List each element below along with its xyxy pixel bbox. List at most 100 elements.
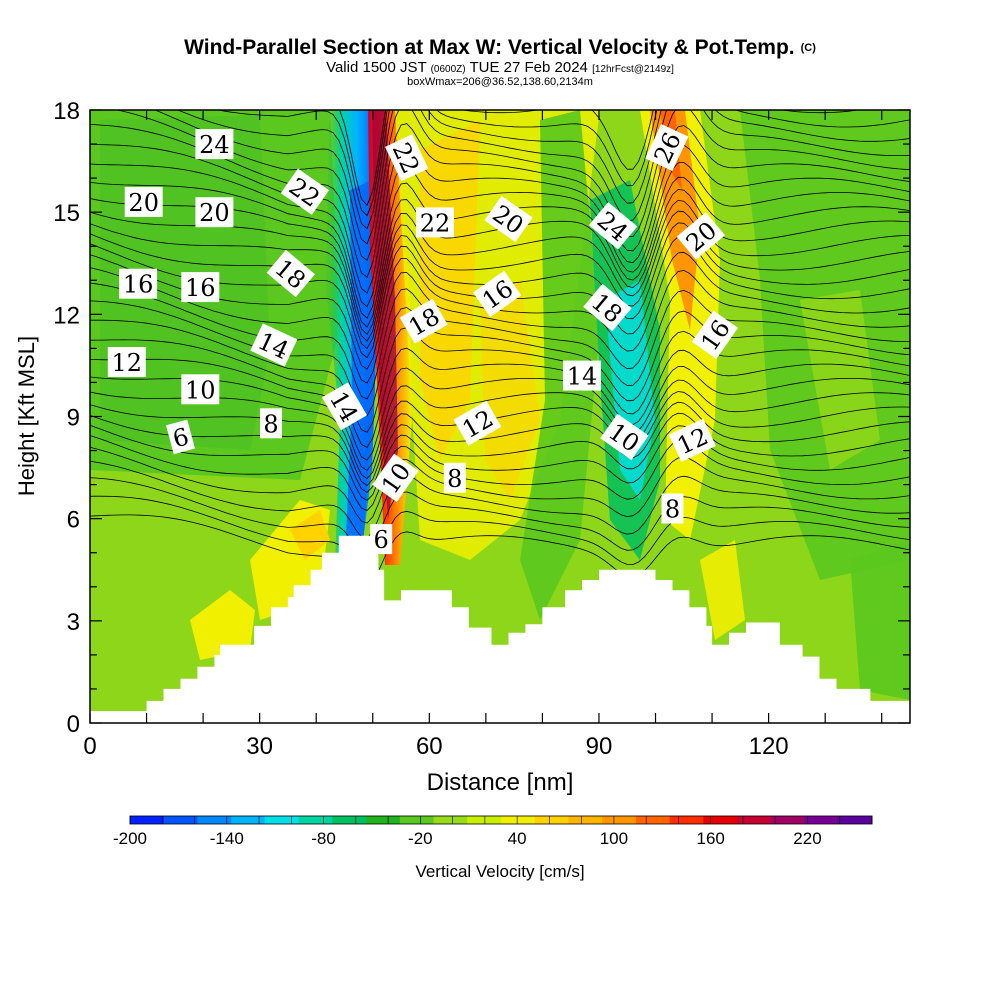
theta-label-text: 16 (123, 271, 154, 299)
colorbar-swatch (163, 816, 198, 824)
theta-label: 20 (124, 186, 163, 217)
x-tick-label: 120 (749, 733, 789, 760)
colorbar-swatch (298, 816, 333, 824)
colorbar-swatch (737, 816, 772, 824)
theta-contour-line (90, 424, 910, 501)
x-tick-label: 0 (83, 733, 96, 760)
theta-label-box (583, 283, 632, 332)
colorbar-swatch (130, 816, 165, 824)
theta-label: 8 (443, 462, 466, 493)
colorbar-tick-label: 100 (600, 829, 628, 848)
forecast-info: [12hrFcst@2149z] (592, 64, 674, 75)
theta-label-box (691, 310, 739, 359)
y-tick-label: 15 (53, 200, 80, 227)
theta-contour-line (90, 282, 910, 400)
theta-label-box (322, 382, 367, 431)
field-yellow-patch (190, 590, 255, 660)
theta-label-box (563, 360, 601, 391)
y-tick-label: 0 (67, 711, 80, 738)
theta-contour-line (90, 460, 910, 539)
theta-label-box (119, 268, 158, 299)
valid-date: TUE 27 Feb 2024 (469, 59, 588, 76)
theta-label-box (250, 323, 298, 367)
colorbar-swatch (366, 816, 401, 824)
valid-line: Valid 1500 JST (0600Z) TUE 27 Feb 2024 [… (90, 60, 910, 77)
theta-label-box (645, 123, 689, 172)
theta-label-text: 20 (128, 189, 159, 217)
field-green-lowright (850, 540, 910, 700)
theta-label-box (181, 374, 220, 405)
theta-label: 6 (370, 524, 393, 555)
x-axis: 0 30 60 90 120 (83, 110, 883, 760)
colorbar-tick-label: -20 (408, 829, 433, 848)
theta-label-box (165, 419, 196, 455)
x-tick-label: 60 (416, 733, 443, 760)
theta-label-box (370, 524, 393, 555)
theta-label: 14 (563, 360, 601, 391)
copyright-mark: (C) (800, 42, 816, 54)
valid-time: Valid 1500 JST (326, 59, 427, 76)
theta-label: 16 (181, 272, 220, 303)
theta-label-text: 6 (170, 422, 192, 453)
theta-label-text: 8 (447, 465, 462, 493)
colorbar-swatch (231, 816, 266, 824)
theta-label-box (372, 453, 419, 502)
field-downdraft-core (345, 180, 372, 560)
theta-contour-line (176, 110, 910, 230)
theta-label-box (280, 168, 330, 215)
y-axis-label: Height [Kft MSL] (14, 336, 39, 496)
colorbar-tick-label: -80 (311, 829, 336, 848)
field-orange-central (420, 120, 480, 460)
colorbar-swatch (838, 816, 873, 824)
theta-contour-line (90, 495, 910, 572)
colorbar-swatch (703, 816, 738, 824)
theta-label-box (399, 298, 448, 344)
colorbar-tick-label: 160 (697, 829, 725, 848)
x-tick-label: 30 (246, 733, 273, 760)
colorbar-swatch (804, 816, 839, 824)
theta-contour-line (90, 251, 910, 370)
theta-contour-line (216, 110, 910, 217)
colorbar-swatch (332, 816, 367, 824)
colorbar-tick-label: -200 (113, 829, 147, 848)
colorbar-tick-label: -140 (210, 829, 244, 848)
theta-label-text: 16 (185, 274, 216, 302)
theta-contour-line (90, 143, 910, 294)
title-block: Wind-Parallel Section at Max W: Vertical… (90, 36, 910, 88)
valid-utc: (0600Z) (430, 64, 466, 75)
colorbar-swatch (568, 816, 603, 824)
field-lightgreen-right (800, 290, 880, 470)
theta-contour-line (90, 267, 910, 384)
y-tick-label: 12 (53, 302, 80, 329)
theta-contour-line (90, 319, 910, 433)
theta-label-box (443, 462, 466, 493)
theta-label-text: 12 (112, 349, 143, 377)
theta-label-box (385, 134, 429, 182)
theta-label-text: 8 (263, 410, 278, 438)
theta-label-box (107, 347, 146, 377)
theta-label-box (124, 186, 163, 217)
theta-label-box (473, 270, 522, 318)
theta-contour-line (90, 412, 910, 493)
theta-label-box (661, 493, 684, 524)
theta-label-box (600, 413, 649, 461)
theta-label: 8 (661, 493, 684, 524)
theta-label: 10 (181, 374, 220, 405)
colorbar-swatch (770, 816, 806, 824)
theta-label: 8 (260, 408, 282, 439)
theta-contour-line (90, 300, 910, 417)
terrain (90, 535, 910, 723)
colorbar-swatch (197, 816, 232, 824)
theta-label-text: 14 (567, 363, 598, 391)
y-tick-label: 18 (53, 98, 80, 125)
theta-label: 12 (107, 347, 146, 377)
theta-contour-line (90, 401, 910, 487)
theta-label: 24 (195, 129, 234, 160)
colorbar-swatch (433, 816, 468, 824)
chart-title-text: Wind-Parallel Section at Max W: Vertical… (184, 36, 795, 59)
colorbar: -200 -140 -80 -20 40 100 160 220 (113, 815, 873, 848)
theta-label-box (266, 249, 315, 298)
y-axis: 0 3 6 9 12 15 18 (53, 98, 910, 738)
colorbar-swatch (635, 816, 671, 824)
